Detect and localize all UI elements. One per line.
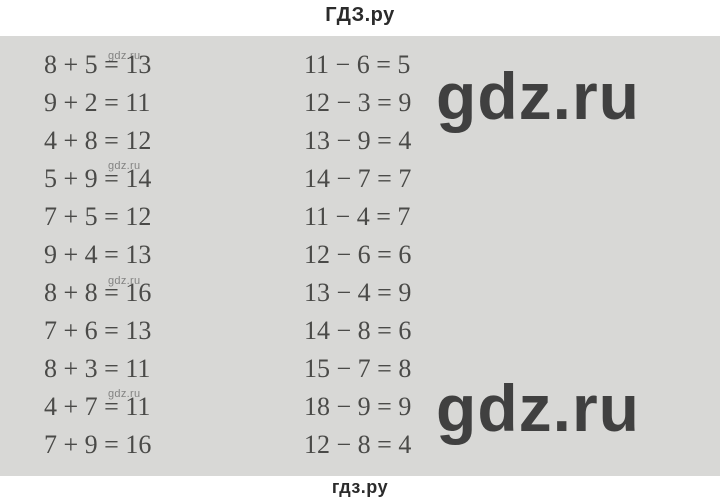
equation: 8 + 5 = 13 bbox=[44, 46, 304, 84]
watermark-big: gdz.ru bbox=[436, 58, 640, 134]
equation: 7 + 9 = 16 bbox=[44, 426, 304, 464]
page-footer: гдз.ру bbox=[0, 476, 720, 500]
watermark-small: gdz.ru bbox=[108, 275, 140, 287]
equation: 8 + 8 = 16 bbox=[44, 274, 304, 312]
equation: 9 + 4 = 13 bbox=[44, 236, 304, 274]
column-left: 8 + 5 = 13 9 + 2 = 11 4 + 8 = 12 5 + 9 =… bbox=[44, 46, 304, 464]
equation: 14 − 7 = 7 bbox=[304, 160, 564, 198]
equation: 4 + 8 = 12 bbox=[44, 122, 304, 160]
equation: 8 + 3 = 11 bbox=[44, 350, 304, 388]
equation: 9 + 2 = 11 bbox=[44, 84, 304, 122]
equation: 7 + 5 = 12 bbox=[44, 198, 304, 236]
equation: 5 + 9 = 14 bbox=[44, 160, 304, 198]
watermark-small: gdz.ru bbox=[108, 50, 140, 62]
watermark-small: gdz.ru bbox=[108, 160, 140, 172]
equation: 11 − 4 = 7 bbox=[304, 198, 564, 236]
equation: 7 + 6 = 13 bbox=[44, 312, 304, 350]
equation: 12 − 6 = 6 bbox=[304, 236, 564, 274]
watermark-small: gdz.ru bbox=[108, 388, 140, 400]
watermark-big: gdz.ru bbox=[436, 370, 640, 446]
equation: 13 − 4 = 9 bbox=[304, 274, 564, 312]
equation: 4 + 7 = 11 bbox=[44, 388, 304, 426]
equation: 14 − 8 = 6 bbox=[304, 312, 564, 350]
page-header: ГДЗ.ру bbox=[0, 0, 720, 36]
